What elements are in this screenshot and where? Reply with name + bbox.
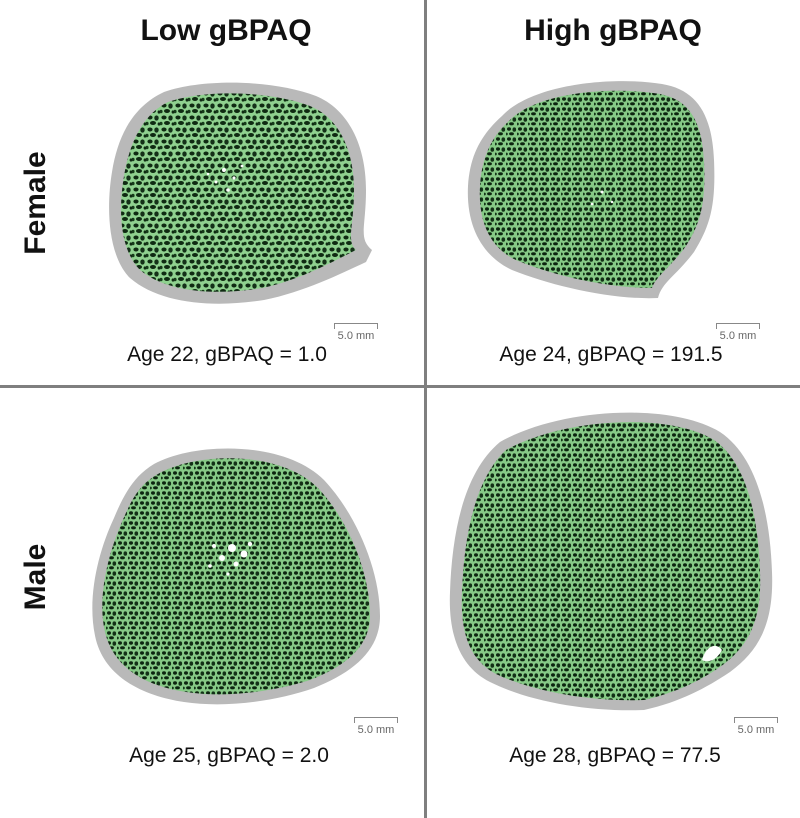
scale-bar-male-low: 5.0 mm — [354, 717, 398, 736]
row-title-male: Male — [19, 543, 52, 611]
scale-bar-line — [716, 323, 760, 329]
bone-scan-female-low — [109, 82, 372, 304]
scale-bar-label: 5.0 mm — [737, 724, 775, 736]
bone-scan-male-low — [92, 448, 380, 705]
scale-bar-line — [734, 717, 778, 723]
horizontal-divider — [0, 385, 800, 388]
column-title-high: High gBPAQ — [524, 14, 702, 47]
scale-bar-label: 5.0 mm — [357, 724, 395, 736]
caption-female-low: Age 22, gBPAQ = 1.0 — [127, 343, 327, 366]
scale-bar-line — [334, 323, 378, 329]
scale-bar-label: 5.0 mm — [337, 330, 375, 342]
caption-female-high: Age 24, gBPAQ = 191.5 — [499, 343, 723, 366]
scale-bar-female-low: 5.0 mm — [334, 323, 378, 342]
scale-bar-female-high: 5.0 mm — [716, 323, 760, 342]
bone-scan-female-high — [467, 81, 715, 299]
scale-bar-label: 5.0 mm — [719, 330, 757, 342]
scale-bar-line — [354, 717, 398, 723]
caption-male-high: Age 28, gBPAQ = 77.5 — [509, 744, 721, 767]
row-title-female: Female — [19, 151, 52, 255]
vertical-divider — [424, 0, 427, 818]
bone-scan-male-high — [449, 412, 773, 711]
scale-bar-male-high: 5.0 mm — [734, 717, 778, 736]
column-title-low: Low gBPAQ — [140, 14, 312, 47]
caption-male-low: Age 25, gBPAQ = 2.0 — [129, 744, 329, 767]
